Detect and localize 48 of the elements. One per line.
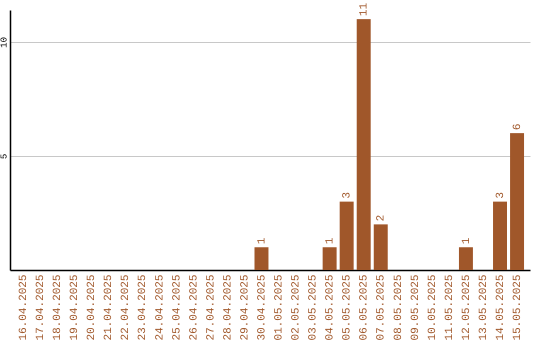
data-label: 3 xyxy=(342,192,354,199)
x-tick-label: 01.05.2025 xyxy=(274,274,286,340)
bar xyxy=(322,247,337,270)
x-tick-label: 04.05.2025 xyxy=(324,274,337,340)
x-tick-label: 11.05.2025 xyxy=(444,274,456,340)
x-tick-label: 24.04.2025 xyxy=(154,274,166,340)
x-tick-label: 21.04.2025 xyxy=(103,274,116,340)
x-tick-label: 05.05.2025 xyxy=(342,274,354,340)
bar xyxy=(356,19,371,270)
bar xyxy=(493,202,507,270)
x-tick-label: 10.05.2025 xyxy=(426,274,439,340)
x-tick-label: 08.05.2025 xyxy=(392,274,405,340)
bar xyxy=(254,247,268,270)
data-label: 2 xyxy=(376,214,388,222)
x-tick-label: 03.05.2025 xyxy=(308,274,320,340)
data-label: 1 xyxy=(324,237,337,244)
x-tick-label: 16.04.2025 xyxy=(18,274,30,340)
x-tick-label: 14.05.2025 xyxy=(495,274,508,340)
x-tick-label: 02.05.2025 xyxy=(290,274,303,340)
x-tick-label: 06.05.2025 xyxy=(358,274,371,340)
bar xyxy=(374,224,388,270)
x-tick-label: 25.04.2025 xyxy=(171,274,184,340)
bar xyxy=(510,133,524,270)
x-tick-label: 27.04.2025 xyxy=(205,274,218,340)
x-tick-label: 22.04.2025 xyxy=(120,274,132,340)
data-label: 1 xyxy=(460,237,473,244)
x-tick-label: 09.05.2025 xyxy=(410,274,422,340)
x-tick-label: 29.04.2025 xyxy=(239,274,252,340)
y-tick-label: 10 xyxy=(0,37,10,48)
x-tick-label: 23.04.2025 xyxy=(137,274,150,340)
x-tick-label: 20.04.2025 xyxy=(86,274,98,340)
x-tick-label: 13.05.2025 xyxy=(478,274,490,340)
bar xyxy=(458,247,473,270)
data-label: 1 xyxy=(256,237,268,244)
data-label: 6 xyxy=(512,124,524,130)
x-tick-label: 18.04.2025 xyxy=(52,274,64,340)
x-tick-label: 15.05.2025 xyxy=(512,274,524,340)
x-tick-label: 17.04.2025 xyxy=(34,274,47,340)
x-tick-label: 28.04.2025 xyxy=(222,274,234,340)
x-tick-label: 07.05.2025 xyxy=(376,274,388,340)
data-label: 3 xyxy=(495,192,508,199)
y-tick-label: 5 xyxy=(0,154,10,160)
bar xyxy=(340,202,354,270)
x-tick-label: 30.04.2025 xyxy=(256,274,268,340)
x-tick-label: 12.05.2025 xyxy=(460,274,473,340)
x-tick-label: 26.04.2025 xyxy=(188,274,200,340)
data-label: 11 xyxy=(358,2,371,16)
x-tick-label: 19.04.2025 xyxy=(69,274,82,340)
